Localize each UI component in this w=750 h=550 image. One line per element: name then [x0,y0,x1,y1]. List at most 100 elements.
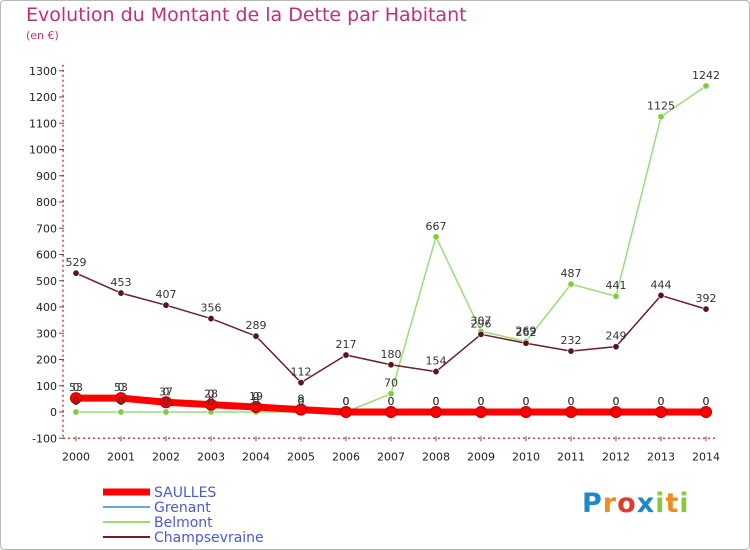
point-champsevraine [387,361,395,369]
x-tick-label: 2006 [332,450,360,463]
data-label-grenant: 0 [343,395,350,408]
y-tick-label: 200 [36,354,57,367]
logo-letter: i [655,488,666,519]
x-tick-label: 2008 [422,450,450,463]
x-tick-label: 2007 [377,450,405,463]
data-label-grenant: 0 [613,395,620,408]
logo-letter: x [636,488,656,519]
data-label-champsevraine: 453 [111,276,132,289]
y-tick-label: 400 [36,301,57,314]
point-champsevraine [612,343,620,351]
data-label-belmont: 0 [73,395,80,408]
data-label-belmont: 0 [163,395,170,408]
y-tick-label: 800 [36,196,57,209]
data-label-champsevraine: 262 [516,326,537,339]
data-label-saulles: 0 [658,395,665,408]
data-label-belmont: 0 [118,395,125,408]
point-saulles [340,406,352,418]
proxiti-logo: Proxiti [582,488,690,519]
point-belmont [162,408,170,416]
data-label-belmont: 487 [561,267,582,280]
point-champsevraine [162,301,170,309]
data-label-saulles: 0 [523,395,530,408]
data-label-grenant: 0 [658,395,665,408]
data-label-champsevraine: 356 [201,302,222,315]
data-label-saulles: 28 [204,388,218,401]
data-label-grenant: 0 [298,395,305,408]
point-belmont [702,82,710,90]
data-label-grenant: 0 [253,390,260,403]
point-champsevraine [657,291,665,299]
point-belmont [72,408,80,416]
data-label-champsevraine: 392 [696,292,717,305]
x-tick-label: 2011 [557,450,585,463]
logo-letter: P [582,488,603,519]
chart-axes: -100010020030040050060070080090010001100… [29,64,720,463]
data-label-grenant: 0 [208,388,215,401]
point-saulles [475,406,487,418]
y-tick-label: 1100 [29,117,57,130]
y-tick-label: -100 [32,432,57,445]
y-tick-label: 0 [50,406,57,419]
x-tick-label: 2003 [197,450,225,463]
point-saulles [610,406,622,418]
data-label-belmont: 0 [208,395,215,408]
point-saulles [160,396,172,409]
x-tick-label: 2002 [152,450,180,463]
data-label-saulles: 0 [703,395,710,408]
data-label-champsevraine: 249 [606,330,627,343]
y-tick-label: 1000 [29,144,57,157]
data-label-grenant: 0 [568,395,575,408]
x-tick-label: 2001 [107,450,135,463]
x-tick-label: 2005 [287,450,315,463]
data-label-grenant: 0 [388,395,395,408]
point-champsevraine [207,315,215,323]
data-label-grenant: 0 [433,395,440,408]
legend-label-belmont: Belmont [154,515,213,531]
data-label-grenant: 0 [163,385,170,398]
data-label-saulles: 37 [159,385,173,398]
data-label-grenant: 0 [73,381,80,394]
point-champsevraine [522,339,530,347]
x-tick-label: 2009 [467,450,495,463]
point-champsevraine [72,269,80,277]
point-saulles [205,398,217,411]
y-tick-label: 100 [36,380,57,393]
data-label-champsevraine: 529 [66,256,87,269]
point-belmont [612,292,620,300]
point-belmont [387,390,395,398]
data-label-champsevraine: 289 [246,319,267,332]
data-label-belmont: 0 [298,395,305,408]
point-belmont [657,113,665,121]
data-label-saulles: 53 [69,381,83,394]
point-champsevraine [252,332,260,340]
data-label-belmont: 667 [426,220,447,233]
point-champsevraine [432,368,440,376]
point-saulles [70,392,82,405]
data-label-grenant: 0 [118,381,125,394]
data-label-champsevraine: 232 [561,334,582,347]
data-label-belmont: 269 [516,324,537,337]
data-label-champsevraine: 154 [426,355,447,368]
point-champsevraine [702,305,710,313]
data-label-saulles: 9 [298,393,305,406]
logo-letter: i [679,488,690,519]
point-saulles [565,406,577,418]
point-saulles [115,392,127,405]
data-label-grenant: 0 [523,395,530,408]
legend-label-saulles: SAULLES [154,485,216,501]
data-label-champsevraine: 407 [156,288,177,301]
x-tick-label: 2004 [242,450,270,463]
point-champsevraine [477,330,485,338]
data-label-saulles: 53 [114,381,128,394]
x-tick-label: 2000 [62,450,90,463]
data-label-champsevraine: 444 [651,278,672,291]
point-champsevraine [567,347,575,355]
chart-title: Evolution du Montant de la Dette par Hab… [26,4,467,26]
y-tick-label: 700 [36,222,57,235]
point-belmont [432,233,440,241]
point-champsevraine [342,351,350,359]
